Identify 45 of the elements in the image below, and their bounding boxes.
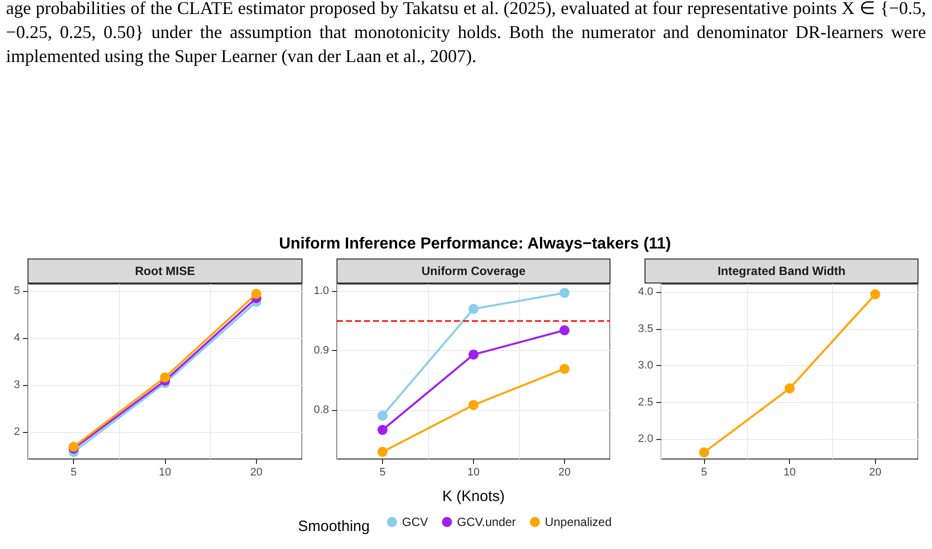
y-tick-label: 2.5: [638, 396, 654, 408]
text: age probabilities of the CLATE estimator proposed by Takatsu et al. (2025), evaluated at four representative points X ∈ {−0.5, −0.25, 0.25, 0.50} under the assumption that monotonicity holds. Both the numerator and denominator DR-learners were implemented using the Super Learner (van der Laan et al., 2007).: [6, 0, 926, 68]
x-tick-label: 20: [250, 466, 262, 478]
point: [784, 383, 795, 394]
point: [870, 289, 880, 300]
x-tick-label: 10: [158, 466, 172, 478]
y-tick-label: 0.9: [314, 344, 329, 356]
legend-label: GCV.under: [457, 515, 516, 529]
point: [560, 364, 570, 374]
x-axis-title: K (Knots): [442, 488, 505, 505]
point: [699, 447, 710, 458]
point: [468, 304, 478, 314]
point: [560, 288, 570, 298]
x-tick-label: 5: [701, 466, 708, 478]
y-tick-label: 1.0: [314, 285, 329, 298]
point: [378, 424, 388, 435]
y-tick-label: 3.5: [638, 322, 654, 335]
x-tick-label: 5: [379, 466, 386, 478]
point: [468, 350, 478, 360]
y-tick-label: 3: [14, 378, 20, 391]
y-tick-label: 0.8: [314, 404, 329, 416]
y-tick-label: 3.0: [638, 360, 654, 372]
legend-label: GCV: [402, 515, 428, 529]
x-tick-label: 10: [784, 466, 796, 478]
x-tick-label: 5: [70, 466, 77, 478]
point: [378, 446, 388, 457]
point: [560, 325, 570, 336]
legend-title: Smoothing: [298, 518, 370, 535]
point: [468, 400, 478, 410]
x-tick-label: 10: [467, 466, 480, 478]
point: [251, 288, 262, 299]
point: [160, 372, 170, 382]
x-tick-label: 20: [869, 466, 882, 478]
y-tick-label: 4.0: [638, 286, 654, 298]
y-tick-label: 5: [14, 285, 20, 298]
x-tick-label: 20: [558, 466, 571, 478]
y-tick-label: 2.0: [638, 433, 654, 446]
chart-subtitle: Root MISE: [135, 264, 195, 278]
legend-label: Unpenalized: [544, 515, 612, 529]
chart-subtitle: Integrated Band Width: [718, 264, 846, 278]
point: [378, 410, 388, 421]
y-tick-label: 2: [14, 426, 20, 438]
chart-subtitle: Uniform Coverage: [421, 264, 526, 278]
y-tick-label: 4: [14, 332, 20, 344]
chart-title: Uniform Inference Performance: Always−takers (11): [278, 236, 672, 252]
